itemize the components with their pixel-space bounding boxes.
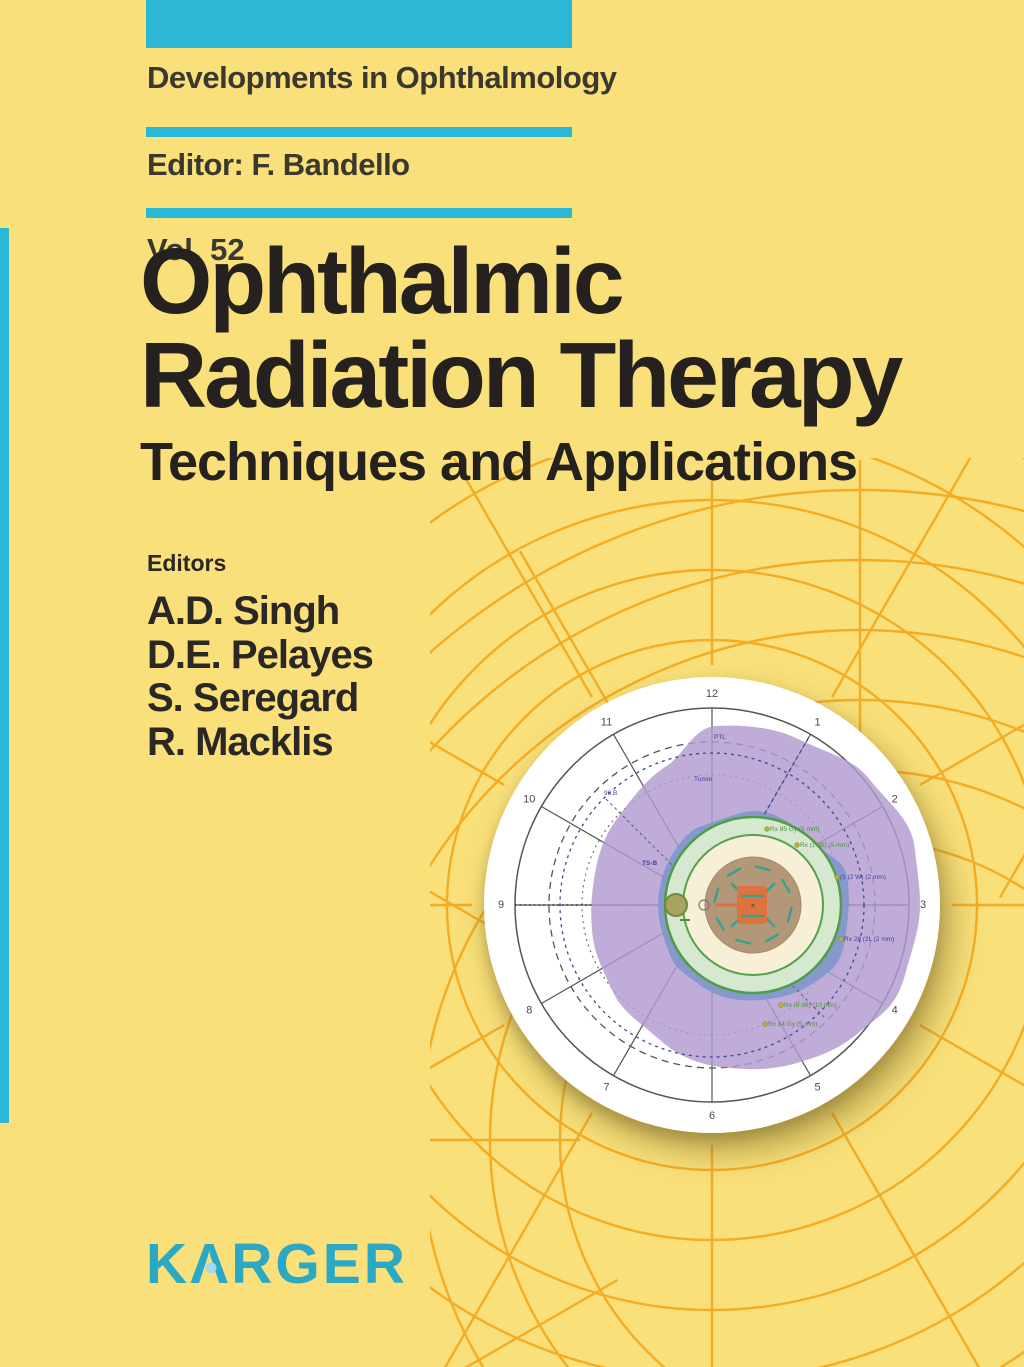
- seed-mark: [764, 933, 780, 943]
- dose-label-dot: [838, 936, 844, 942]
- seed-mark: [715, 916, 725, 932]
- isodose-radial-line: [711, 736, 810, 906]
- dose-label-dot: [762, 1021, 768, 1027]
- dose-label-dot: [778, 1002, 784, 1008]
- clock-hour-label: 5: [814, 1082, 820, 1094]
- fovea-marker: [698, 899, 710, 911]
- dose-label-dot: [834, 874, 840, 880]
- dose-annotation-labels: PTL Tumor 96.B TS-B Rx 85 Gy (5 mm) Rx (1.98)…: [604, 734, 894, 1028]
- seed-mark: [781, 878, 791, 894]
- clock-hour-label: 7: [603, 1082, 609, 1094]
- clock-hour-label: 3: [920, 899, 926, 911]
- karger-a-dot: [205, 1262, 217, 1274]
- title-block: Ophthalmic Radiation Therapy Techniques …: [140, 229, 903, 492]
- karger-letter: R: [231, 1232, 276, 1296]
- center-reference-mark: ✕: [750, 903, 756, 910]
- series-volume: Vol. 52: [147, 232, 245, 267]
- editor-names-list: A.D. Singh D.E. Pelayes S. Seregard R. Mack…: [147, 589, 374, 764]
- series-title: Developments in Ophthalmology: [147, 60, 617, 95]
- arc-spoke: [443, 1112, 594, 1367]
- dose-label: Rx (1.98) (5 mm): [800, 842, 849, 849]
- series-divider-rule: [146, 127, 572, 137]
- dose-label-dot: [794, 842, 800, 848]
- clock-hour-label: 2: [892, 794, 898, 806]
- dose-label: Rx 28 (2L (2 mm): [844, 936, 894, 943]
- arc-spoke: [430, 1023, 505, 1070]
- seed-mark: [786, 906, 793, 923]
- seed-mark: [713, 887, 720, 904]
- dose-label: Tumor: [694, 776, 713, 783]
- karger-letter: K: [146, 1232, 191, 1296]
- dose-label: PTL: [714, 734, 726, 741]
- clock-hour-label: 10: [523, 794, 535, 806]
- dose-plan-chart: ✕ 12 1 2 3 4 5 6 7 8 9 10 11 PTL Tumor 96.B TS-B Rx 85 …: [484, 677, 940, 1133]
- clock-hour-label: 6: [709, 1110, 715, 1122]
- series-divider-rule: [146, 208, 572, 218]
- editors-heading: Editors: [147, 550, 227, 576]
- book-title-line1: Ophthalmic: [140, 229, 625, 333]
- arc-spoke: [830, 458, 972, 698]
- isodose-dashed-circle: [559, 752, 865, 1058]
- arc-spoke: [830, 1112, 981, 1367]
- seed-mark: [726, 867, 742, 877]
- editors-block: Editors A.D. Singh D.E. Pelayes S. Seregar…: [147, 550, 374, 764]
- arc-spoke: [919, 1023, 1024, 1087]
- karger-letter: G: [275, 1232, 323, 1296]
- dose-label-dot: [764, 826, 770, 832]
- dose-label: (1 (2 W) (2 mm): [840, 874, 886, 881]
- karger-letter: R: [363, 1232, 408, 1296]
- seed-mark: [754, 865, 771, 872]
- series-editor: Editor: F. Bandello: [147, 147, 410, 182]
- left-accent-bar: [0, 228, 9, 1123]
- editor-name: D.E. Pelayes: [147, 632, 374, 677]
- dose-label: Rx (8.98) (10 mm): [784, 1002, 837, 1009]
- book-subtitle: Techniques and Applications: [140, 432, 858, 492]
- clock-hour-label: 8: [526, 1005, 532, 1017]
- arc-spoke: [464, 1278, 619, 1367]
- dose-label: 96.B: [604, 790, 617, 797]
- karger-letter-a: Λ: [190, 1233, 231, 1295]
- clock-hour-label: 12: [706, 688, 718, 700]
- seed-mark: [735, 938, 752, 945]
- arc-spoke: [919, 723, 1024, 787]
- book-title-line2: Radiation Therapy: [140, 323, 903, 427]
- series-top-bar: [146, 0, 572, 48]
- clock-hour-label: 11: [601, 716, 612, 728]
- editor-name: A.D. Singh: [147, 589, 340, 633]
- dose-label: TS-B: [642, 860, 657, 867]
- karger-logo: KΛRGER: [146, 1233, 408, 1295]
- dose-label: Rx 85 Gy (5 mm): [770, 826, 819, 833]
- clock-hour-label: 9: [498, 899, 504, 911]
- optic-disc-marker: [664, 893, 688, 917]
- karger-letter: E: [322, 1232, 364, 1296]
- clock-hour-label: 4: [892, 1005, 898, 1017]
- editor-name: R. Macklis: [147, 719, 334, 764]
- arc-spoke: [452, 458, 594, 698]
- dose-label: Rx 14 Gy (5 mm): [768, 1021, 817, 1028]
- arc-spoke: [430, 740, 505, 787]
- editor-name: S. Seregard: [147, 676, 359, 720]
- clock-hour-label: 1: [814, 716, 820, 728]
